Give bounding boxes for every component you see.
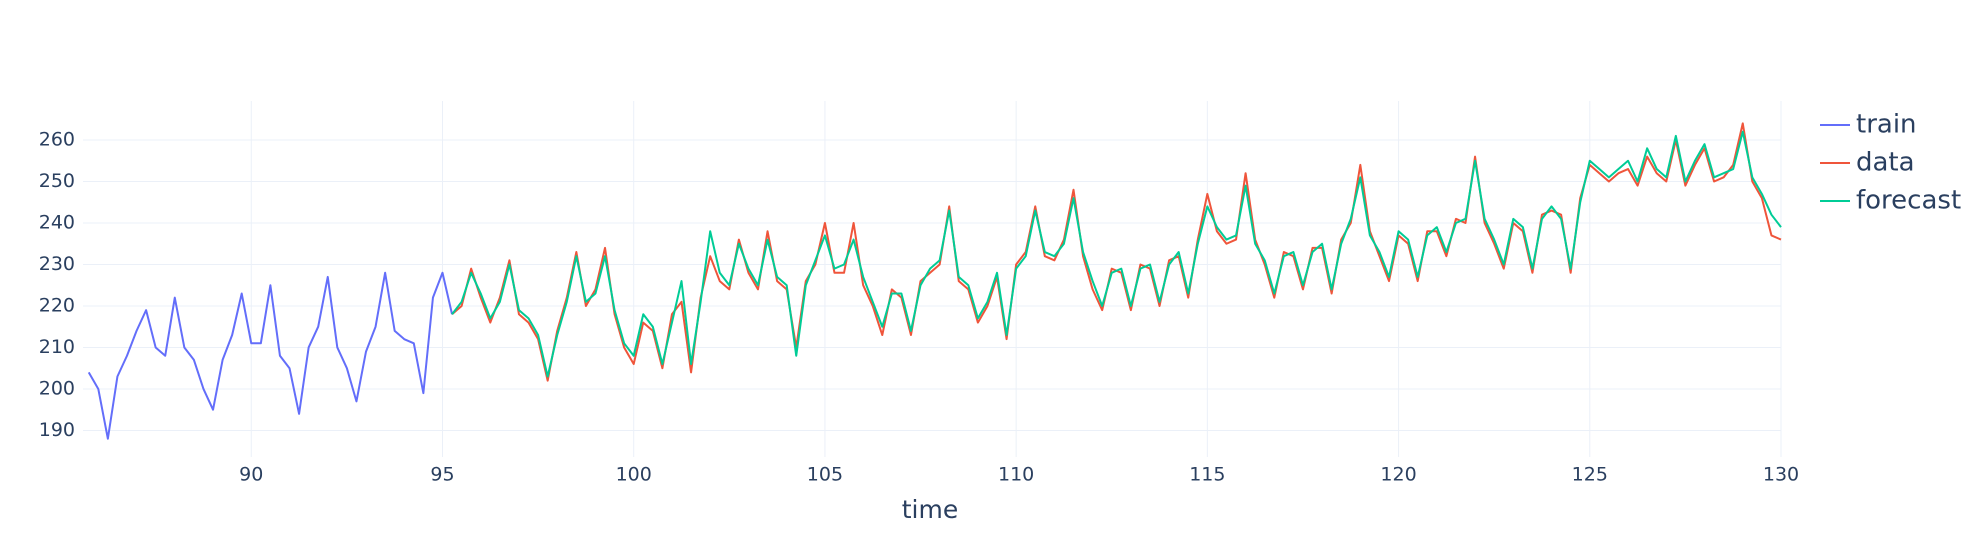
legend-label[interactable]: forecast <box>1856 186 1961 216</box>
y-tick-label: 260 <box>39 129 75 151</box>
x-tick-label: 115 <box>1189 464 1225 486</box>
legend-label[interactable]: train <box>1856 110 1917 140</box>
y-tick-label: 220 <box>39 294 75 316</box>
x-tick-label: 90 <box>239 464 263 486</box>
x-tick-label: 120 <box>1380 464 1416 486</box>
x-tick-label: 95 <box>430 464 454 486</box>
line-series <box>87 271 454 440</box>
x-tick-label: 105 <box>807 464 843 486</box>
y-tick-label: 250 <box>39 170 75 192</box>
x-tick-label: 130 <box>1763 464 1799 486</box>
y-tick-label: 240 <box>39 211 75 233</box>
line-series <box>451 122 1782 382</box>
x-tick-label: 100 <box>616 464 652 486</box>
x-tick-label: 125 <box>1572 464 1608 486</box>
y-tick-label: 230 <box>39 253 75 275</box>
x-axis-title: time <box>902 495 958 524</box>
legend-label[interactable]: data <box>1856 148 1915 178</box>
line-series <box>451 130 1782 378</box>
x-tick-label: 110 <box>998 464 1034 486</box>
y-tick-label: 200 <box>39 377 75 399</box>
y-tick-label: 190 <box>39 419 75 441</box>
y-tick-label: 210 <box>39 336 75 358</box>
